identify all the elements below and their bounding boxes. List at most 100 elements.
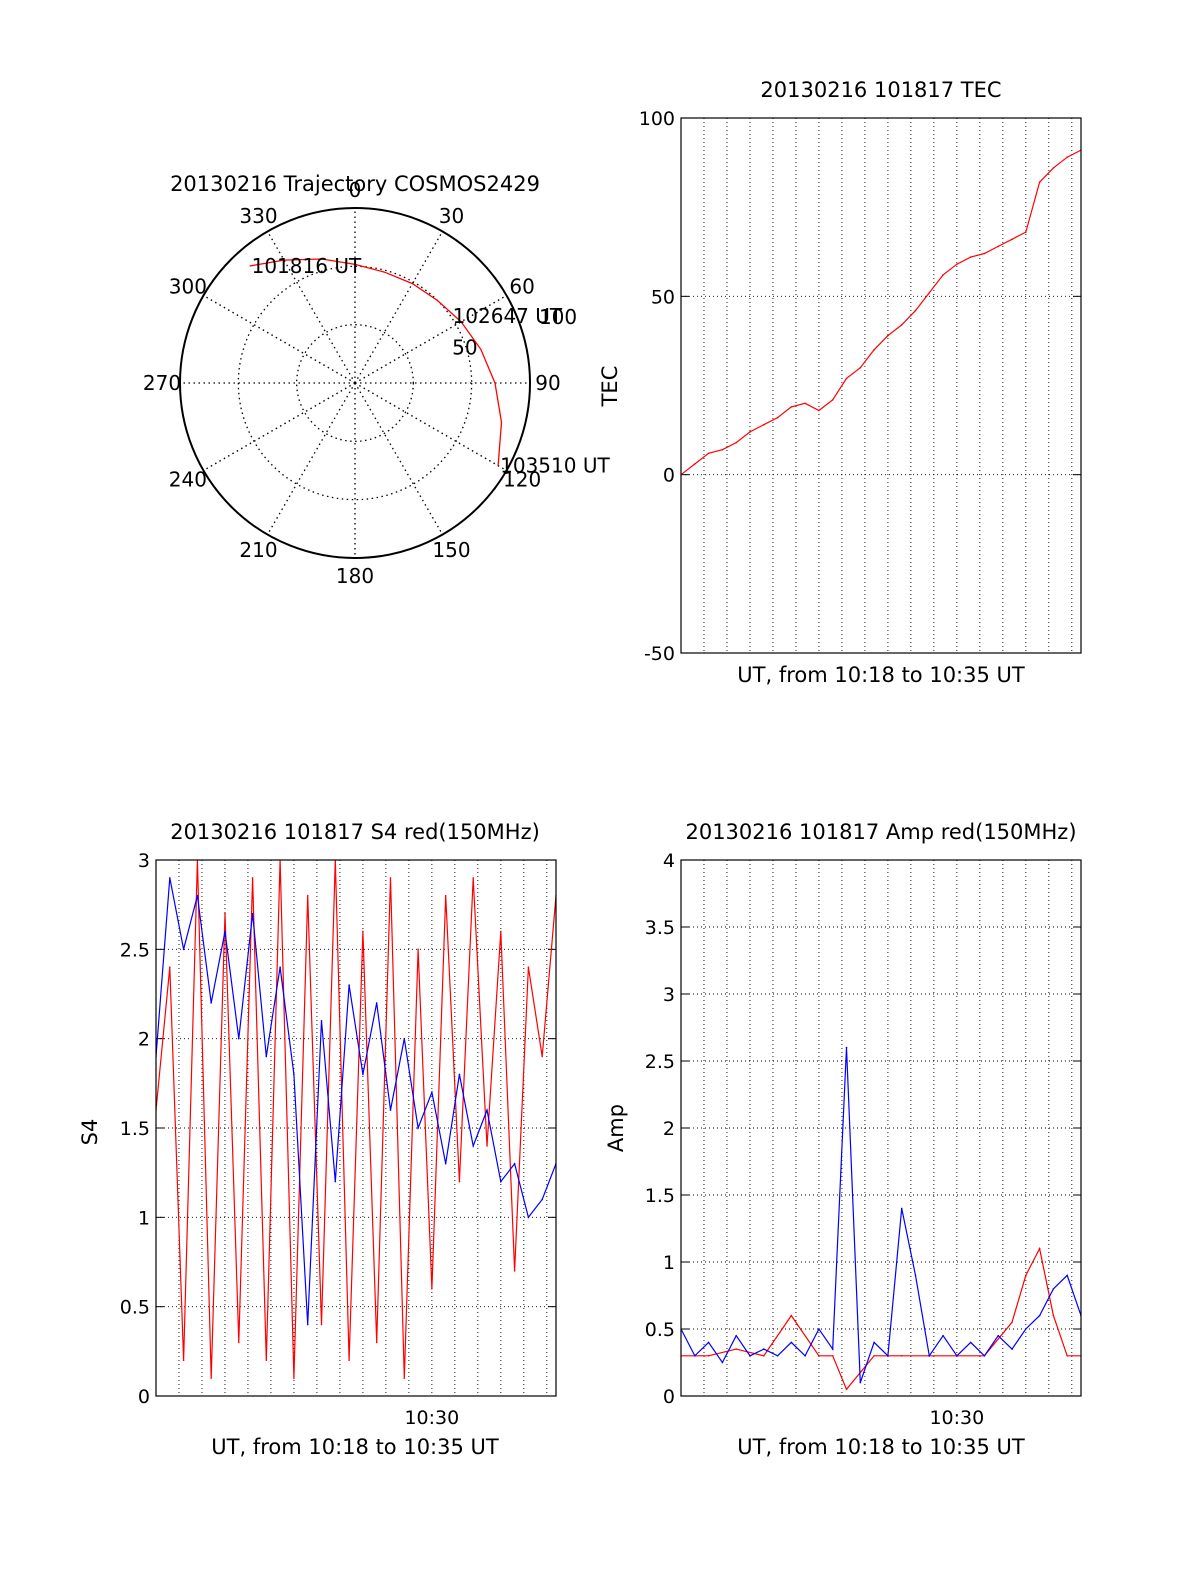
amp-series-blue-point: [969, 1341, 972, 1344]
amp-series-blue-point: [776, 1355, 779, 1357]
s4-series-red-point: [237, 1341, 240, 1344]
s4-ytick-label-0: 0: [138, 1386, 150, 1408]
amp-series-red-point: [1011, 1321, 1013, 1324]
amp-series-blue-point: [873, 1341, 875, 1344]
s4-series-blue-point: [265, 1055, 268, 1058]
amp-ytick-label-0.5: 0.5: [645, 1319, 675, 1341]
amp-series-red-point: [790, 1314, 793, 1317]
s4-y-tick-labels: 0 0.5 1 1.5 2 2.5 3: [120, 850, 150, 1408]
s4-series-group: [156, 860, 556, 1379]
s4-series-red-point: [348, 1359, 350, 1362]
s4-series-blue-point: [500, 1180, 502, 1183]
tec-series-red-point: [749, 431, 751, 433]
amp-ylabel: Amp: [604, 1104, 628, 1152]
s4-series-blue-line: [156, 877, 556, 1325]
amp-grid: [681, 859, 1081, 1397]
s4-series-red-point: [444, 894, 447, 897]
polar-ring-2: [237, 265, 473, 501]
s4-title: 20130216 101817 S4 red(150MHz): [170, 820, 540, 844]
s4-series-red-point: [168, 966, 171, 968]
amp-series-red-point: [900, 1355, 903, 1357]
s4-series-blue-point: [541, 1198, 544, 1201]
tec-ylabel: TEC: [598, 366, 622, 408]
polar-spoke-60: [354, 294, 507, 384]
polar-outer-circle: [179, 207, 531, 559]
tec-series-red-point: [790, 406, 793, 408]
amp-series-group: [681, 1046, 1081, 1391]
polar-spoke-120: [354, 382, 507, 472]
amp-series-blue-point: [1038, 1314, 1041, 1317]
polar-spoke-30: [354, 231, 444, 384]
tec-series-red-point: [1038, 181, 1041, 183]
polar-azimuth-label-180: 180: [336, 564, 374, 588]
s4-series-red-point: [513, 1270, 516, 1272]
polar-spoke-300: [203, 294, 356, 384]
amp-xlabel: UT, from 10:18 to 10:35 UT: [737, 1435, 1025, 1459]
tec-ytick-label-100: 100: [639, 108, 675, 130]
polar-azimuth-label-60: 60: [509, 275, 534, 299]
amp-series-red-point: [1038, 1247, 1041, 1250]
amp-series-blue-point: [831, 1348, 834, 1350]
s4-series-blue-point: [348, 984, 350, 986]
amp-series-blue-point: [1066, 1274, 1069, 1277]
s4-series-blue-point: [431, 1091, 433, 1094]
tec-series-red-point: [914, 309, 917, 312]
tec-ytick-label--50: -50: [644, 643, 675, 665]
s4-panel: 20130216 101817 S4 red(150MHz) 0 0.5 1 1.5 2…: [78, 820, 557, 1459]
s4-series-red-point: [431, 1288, 433, 1290]
amp-series-red-point: [1066, 1355, 1069, 1357]
s4-series-blue-point: [389, 1109, 392, 1111]
s4-series-red-point: [293, 1377, 295, 1379]
amp-series-blue-point: [1025, 1328, 1027, 1330]
amp-ytick-label-1: 1: [663, 1252, 675, 1274]
s4-series-blue-point: [237, 1037, 240, 1040]
trajectory-time-label-1: 102647 UT: [453, 304, 563, 328]
tec-series-red-point: [1052, 167, 1055, 169]
s4-ytick-label-2: 2: [138, 1029, 150, 1051]
polar-azimuth-label-300: 300: [169, 275, 207, 299]
amp-ytick-label-3: 3: [663, 984, 675, 1006]
amp-series-blue-point: [693, 1355, 696, 1357]
s4-series-red-point: [182, 1359, 185, 1362]
tec-y-tick-labels: -50 0 50 100: [639, 108, 675, 665]
s4-series-blue-point: [168, 877, 171, 879]
amp-series-blue-point: [790, 1341, 793, 1344]
trajectory-time-annotations: 101816 UT 102647 UT 103510 UT: [252, 254, 611, 478]
amp-series-red-point: [845, 1388, 848, 1391]
amp-series-blue-point: [1052, 1288, 1055, 1290]
s4-series-blue-point: [403, 1037, 406, 1040]
polar-azimuth-label-240: 240: [169, 468, 207, 492]
tec-series-red-point: [818, 409, 820, 412]
s4-series-blue-point: [196, 894, 199, 897]
tec-ytick-label-50: 50: [651, 286, 675, 308]
s4-ytick-label-1: 1: [138, 1207, 150, 1229]
amp-xtick-label: 10:30: [929, 1407, 984, 1429]
s4-xlabel: UT, from 10:18 to 10:35 UT: [211, 1435, 499, 1459]
amp-series-blue-point: [900, 1207, 903, 1210]
amp-series-blue-line: [681, 1047, 1081, 1383]
amp-series-blue-point: [983, 1355, 986, 1357]
s4-series-red-point: [375, 1341, 378, 1344]
tec-ytick-label-0: 0: [663, 465, 675, 487]
amp-x-tick-labels: 10:30: [929, 1407, 984, 1429]
tec-series-red-point: [721, 448, 724, 451]
tec-series-red-point: [804, 402, 806, 405]
amp-ytick-label-1.5: 1.5: [645, 1185, 675, 1207]
s4-series-red-point: [320, 1323, 323, 1326]
s4-series-red-point: [541, 1055, 544, 1058]
s4-series-red-point: [417, 948, 419, 951]
polar-azimuth-label-120: 120: [503, 468, 541, 492]
tec-series-red-line: [681, 149, 1081, 476]
s4-xtick-label: 10:30: [404, 1407, 459, 1429]
s4-series-blue-point: [444, 1162, 447, 1165]
trajectory-time-label-2: 103510 UT: [500, 454, 610, 478]
tec-series-red-point: [707, 452, 710, 455]
s4-series-blue-point: [306, 1323, 309, 1326]
amp-series-blue-point: [859, 1381, 862, 1384]
s4-series-blue-point: [210, 1002, 212, 1004]
s4-series-blue-point: [224, 930, 226, 933]
tec-plot-frame: [680, 117, 1082, 654]
s4-series-blue-point: [362, 1073, 364, 1076]
s4-ytick-label-0.5: 0.5: [120, 1297, 150, 1319]
